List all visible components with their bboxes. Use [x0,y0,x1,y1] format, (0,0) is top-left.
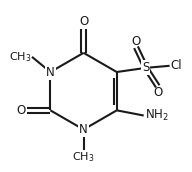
Text: S: S [142,61,149,74]
Text: O: O [153,86,162,99]
Text: Cl: Cl [170,59,182,72]
Text: O: O [132,35,141,48]
Text: O: O [17,104,26,117]
Text: N: N [79,123,88,136]
Text: O: O [79,15,88,28]
Text: CH$_3$: CH$_3$ [72,150,95,164]
Text: CH$_3$: CH$_3$ [9,51,32,64]
Text: NH$_2$: NH$_2$ [145,108,168,123]
Text: N: N [46,66,55,78]
